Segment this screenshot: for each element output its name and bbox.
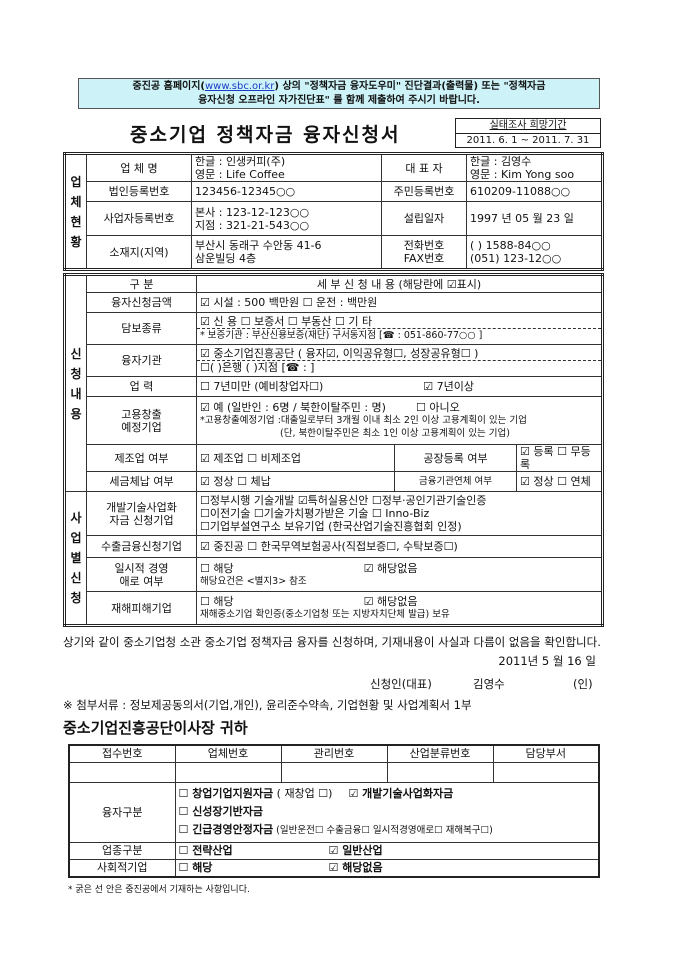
export-finance-field[interactable]: ☑ 중진공 ☐ 한국무역보험공사(직접보증☐, 수탁보증☐) [196, 535, 603, 558]
resident-number-field[interactable]: 610209-11088○○ [466, 181, 603, 202]
label: 법인등록번호 [86, 181, 192, 202]
survey-period-box: 실태조사 희망기간 2011. 6. 1 ~ 2011. 7. 31 [455, 118, 601, 148]
overdue-field[interactable]: ☑ 정상 ☐ 연체 [516, 471, 603, 492]
column-header: 접수번호 [68, 744, 176, 763]
label: 수출금융신청기업 [86, 535, 197, 558]
receipt-number-field[interactable] [68, 761, 176, 783]
column-header: 관리번호 [280, 744, 388, 763]
label: 일시적 경영 애로 여부 [86, 557, 197, 592]
seal-mark: (인) [573, 677, 593, 691]
notice-text: 융자신청 오프라인 자가진단표" 를 함께 제출하여 주시기 바랍니다. [198, 95, 480, 106]
label: 금융기관연체 여부 [394, 471, 517, 492]
label: 설립일자 [381, 201, 467, 236]
department-field[interactable] [492, 761, 600, 783]
tech-commercialization-field[interactable]: ☐정부시행 기술개발 ☑특허실용신안 ☐정부·공인기관기술인증 ☐이전기술 ☐기술… [196, 491, 603, 536]
label: 세금체납 여부 [86, 471, 197, 492]
label: 제조업 여부 [86, 444, 197, 472]
declaration-text: 상기와 같이 중소기업청 소관 중소기업 정책자금 융자를 신청하며, 기재내용… [63, 635, 601, 649]
phone-fax-field[interactable]: ( ) 1588-84○○ (051) 123-12○○ [466, 235, 603, 270]
signature-line: 신청인(대표) 김영수 (인) [63, 677, 604, 693]
label: 담보종류 [86, 312, 197, 345]
attachments-note: ※ 첨부서류 : 정보제공동의서(기업,개인), 윤리준수약속, 기업현황 및 … [63, 698, 472, 712]
label: 구 분 [86, 274, 197, 293]
label: 전화번호 FAX번호 [381, 235, 467, 270]
label: 융자신청금액 [86, 292, 197, 313]
survey-period: 2011. 6. 1 ~ 2011. 7. 31 [466, 135, 590, 146]
notice-banner: 중진공 홈페이지(www.sbc.or.kr) 상의 "정책자금 융자도우미" … [78, 78, 600, 109]
column-header: 담당부서 [492, 744, 600, 763]
company-number-field[interactable] [174, 761, 282, 783]
disaster-field[interactable]: ☐ 해당 ☑ 해당없음 재해중소기업 확인증(중소기업청 또는 지방자치단체 발급)… [196, 591, 603, 626]
tax-field[interactable]: ☑ 정상 ☐ 체납 [196, 471, 395, 492]
company-name-field[interactable]: 한글 : 인생커피(주) 영문 : Life Coffee [191, 153, 382, 182]
industry-code-field[interactable] [386, 761, 494, 783]
label: 공장등록 여부 [394, 444, 517, 472]
employment-field[interactable]: ☑ 예 (일반인 : 6명 / 북한이탈주민 : 명) ☐ 아니오 *고용창출예정기… [196, 396, 603, 445]
label: 업 체 명 [86, 153, 192, 182]
business-number-field[interactable]: 본사 : 123-12-123○○ 지점 : 321-21-543○○ [191, 201, 382, 236]
lender-field[interactable]: ☑ 중소기업진흥공단 ( 융자☑, 이익공유형☐, 성장공유형☐ ) ☐( )은행… [196, 344, 603, 377]
manufacturing-field[interactable]: ☑ 제조업 ☐ 비제조업 [196, 444, 395, 472]
applicant-label: 신청인(대표) [370, 677, 432, 691]
corp-number-field[interactable]: 123456-12345○○ [191, 181, 382, 202]
office-use-table: 접수번호 업체번호 관리번호 산업분류번호 담당부서 융자구분 ☐ 창업기업지원… [68, 744, 600, 878]
label: 사회적기업 [68, 858, 176, 878]
addressee: 중소기업진흥공단이사장 귀하 [63, 719, 248, 737]
management-number-field[interactable] [280, 761, 388, 783]
survey-label: 실태조사 희망기간 [456, 119, 600, 134]
factory-field[interactable]: ☑ 등록 ☐ 무등록 [516, 444, 603, 472]
label: 소재지(지역) [86, 235, 192, 270]
address-field[interactable]: 부산시 동래구 수안동 41-6 삼운빌딩 4층 [191, 235, 382, 270]
label: 재해피해기업 [86, 591, 197, 626]
loan-amount-field[interactable]: ☑ 시설 : 500 백만원 ☐ 운전 : 백만원 [196, 292, 603, 313]
temporary-difficulty-field[interactable]: ☐ 해당 ☑ 해당없음 해당요건은 <별지3> 참조 [196, 557, 603, 592]
label: 고용창출 예정기업 [86, 396, 197, 445]
label: 개발기술사업화 자금 신청기업 [86, 491, 197, 536]
notice-text: 중진공 홈페이지( [132, 81, 205, 92]
business-years-field[interactable]: ☐ 7년미만 (예비창업자☐) ☑ 7년이상 [196, 376, 603, 397]
column-header: 업체번호 [174, 744, 282, 763]
established-date-field[interactable]: 1997 년 05 월 23 일 [466, 201, 603, 236]
label: 융자기관 [86, 344, 197, 377]
label: 융자구분 [68, 781, 176, 843]
notice-text: ) 상의 "정책자금 융자도우미" 진단결과(출력물) 또는 "정책자금 [274, 81, 546, 92]
form-title: 중소기업 정책자금 융자신청서 [130, 124, 401, 146]
label: 대 표 자 [381, 153, 467, 182]
header: 세 부 신 청 내 용 (해당란에 ☑표시) [196, 274, 603, 293]
representative-field[interactable]: 한글 : 김영수 영문 : Kim Yong soo [466, 153, 603, 182]
website-link[interactable]: www.sbc.or.kr [204, 81, 275, 92]
collateral-field[interactable]: ☑ 신 용 ☐ 보증서 ☐ 부동산 ☐ 기 타 * 보증기관 : 부산신용보증(재… [196, 312, 603, 345]
industry-type-field[interactable]: ☐ 전략산업 ☑ 일반산업 [174, 841, 600, 860]
column-header: 산업분류번호 [386, 744, 494, 763]
label: 업종구분 [68, 841, 176, 860]
footnote: * 굵은 선 안은 중진공에서 기재하는 사항입니다. [68, 885, 250, 895]
applicant-name: 김영수 [473, 677, 505, 691]
label: 사업자등록번호 [86, 201, 192, 236]
social-enterprise-field[interactable]: ☐ 해당 ☑ 해당없음 [174, 858, 600, 878]
label: 주민등록번호 [381, 181, 467, 202]
label: 업 력 [86, 376, 197, 397]
application-date: 2011년 5 월 16 일 [498, 654, 596, 668]
loan-type-field[interactable]: ☐ 창업기업지원자금 ( 재창업 ☐) ☑ 개발기술사업화자금 ☐ 신성장기반자금… [174, 781, 600, 843]
